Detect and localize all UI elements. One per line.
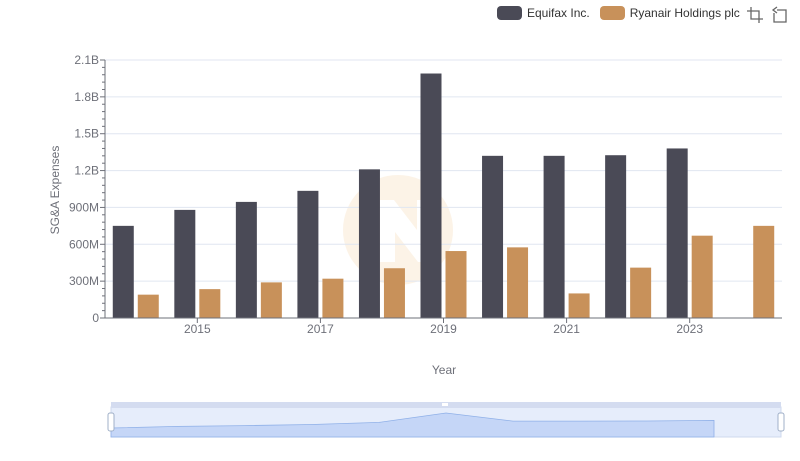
bar-equifax-2016[interactable] [235, 201, 257, 318]
bar-equifax-2015[interactable] [174, 209, 196, 318]
bar-ryanair-2020[interactable] [507, 247, 529, 318]
legend-swatch-equifax [497, 6, 522, 20]
bar-equifax-2014[interactable] [112, 225, 134, 318]
x-tick-label: 2015 [184, 322, 211, 336]
x-axis-title: Year [432, 363, 456, 377]
bar-equifax-2020[interactable] [482, 155, 504, 318]
legend-label-ryanair: Ryanair Holdings plc [629, 6, 740, 20]
bar-equifax-2018[interactable] [358, 169, 380, 318]
restore-icon[interactable] [770, 6, 788, 24]
y-tick-label: 300M [69, 274, 99, 288]
legend-label-equifax: Equifax Inc. [527, 6, 590, 20]
bar-ryanair-2023[interactable] [691, 235, 713, 318]
bar-equifax-2017[interactable] [297, 190, 319, 318]
x-axis: 2015 2017 2019 2021 2023 [105, 317, 782, 336]
y-tick-label: 2.1B [74, 53, 99, 67]
bar-ryanair-2022[interactable] [630, 267, 652, 318]
bar-equifax-2022[interactable] [605, 155, 627, 318]
legend-item-ryanair[interactable]: Ryanair Holdings plc [599, 6, 740, 20]
y-axis-title: SG&A Expenses [48, 146, 62, 235]
toolbox [746, 6, 794, 24]
y-tick-label: 1.8B [74, 90, 99, 104]
bar-ryanair-2016[interactable] [260, 282, 282, 318]
datazoom-preview-area [110, 412, 715, 438]
bar-ryanair-2017[interactable] [322, 278, 344, 318]
y-tick-label: 0 [92, 311, 99, 325]
x-tick-label: 2019 [430, 322, 457, 336]
datazoom-center-grip[interactable] [442, 403, 448, 406]
bar-ryanair-2019[interactable] [445, 251, 467, 318]
bar-ryanair-2014[interactable] [137, 294, 159, 318]
x-tick-label: 2017 [307, 322, 334, 336]
bar-equifax-2021[interactable] [543, 155, 565, 318]
bars [112, 73, 775, 318]
legend: Equifax Inc. Ryanair Holdings plc [497, 4, 750, 22]
y-tick-label: 1.5B [74, 127, 99, 141]
x-tick-label: 2023 [676, 322, 703, 336]
bar-ryanair-2024[interactable] [753, 225, 775, 318]
bar-ryanair-2021[interactable] [568, 293, 590, 318]
bar-ryanair-2015[interactable] [199, 289, 221, 318]
y-tick-label: 600M [69, 237, 99, 251]
x-tick-label: 2021 [553, 322, 580, 336]
bar-ryanair-2018[interactable] [383, 268, 405, 318]
datazoom-handle-right[interactable] [777, 412, 785, 432]
y-tick-label: 900M [69, 200, 99, 214]
legend-item-equifax[interactable]: Equifax Inc. [497, 6, 590, 20]
zoom-icon[interactable] [746, 6, 764, 24]
y-tick-label: 1.2B [74, 164, 99, 178]
bar-equifax-2019[interactable] [420, 73, 442, 318]
datazoom-slider[interactable] [107, 402, 785, 438]
bar-equifax-2023[interactable] [666, 148, 688, 318]
datazoom-handle-left[interactable] [107, 412, 115, 432]
y-axis: 0 300M 600M 900M 1.2B 1.5B 1.8B 2.1B [69, 53, 106, 325]
legend-swatch-ryanair [599, 6, 625, 20]
